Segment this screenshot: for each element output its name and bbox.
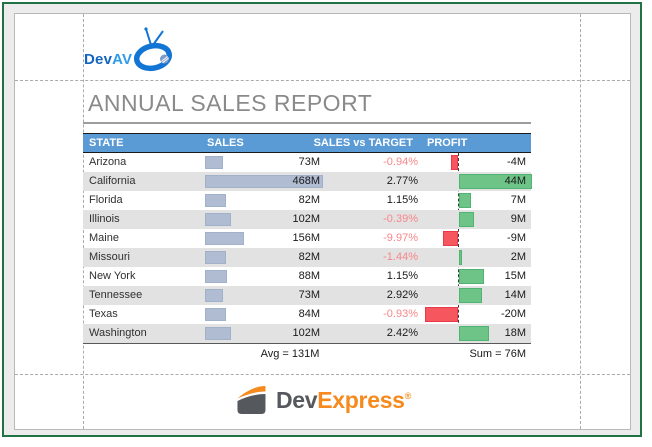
profit-value-cell: 9M	[510, 213, 526, 225]
devexpress-logo: DevExpress®	[234, 381, 411, 419]
sales-vs-target-cell: 1.15%	[386, 270, 418, 282]
sales-value-cell: 468M	[292, 175, 320, 187]
sales-vs-target-cell: 2.77%	[386, 175, 418, 187]
table-row: Maine 156M -9.97% -9M	[83, 229, 531, 248]
sales-vs-target-cell: -0.93%	[383, 308, 418, 320]
devexpress-wordmark: DevExpress®	[276, 387, 411, 414]
profit-value-cell: 2M	[510, 251, 526, 263]
column-header-state: STATE	[89, 137, 124, 149]
sales-data-bar	[205, 156, 223, 169]
table-header-row: STATE SALES SALES vs TARGET PROFIT	[83, 133, 531, 153]
sales-data-bar	[205, 232, 244, 245]
sales-data-bar	[205, 213, 231, 226]
profit-data-bar	[459, 250, 462, 265]
profit-data-bar	[459, 193, 471, 208]
table-row: Texas 84M -0.93% -20M	[83, 305, 531, 324]
sales-report-table: STATE SALES SALES vs TARGET PROFIT Arizo…	[83, 133, 532, 365]
sales-vs-target-cell: -9.97%	[383, 232, 418, 244]
profit-value-cell: 15M	[504, 270, 526, 282]
sales-vs-target-cell: 2.92%	[386, 289, 418, 301]
profit-data-bar	[425, 307, 458, 322]
sales-data-bar	[205, 194, 226, 207]
table-row: Washington 102M 2.42% 18M	[83, 324, 531, 343]
state-cell: Texas	[89, 308, 118, 320]
state-cell: Maine	[89, 232, 119, 244]
sales-value-cell: 73M	[298, 156, 320, 168]
sales-vs-target-cell: -0.94%	[383, 156, 418, 168]
sales-value-cell: 84M	[298, 308, 320, 320]
sales-data-bar	[205, 327, 231, 340]
column-header-sales: SALES	[207, 137, 244, 149]
table-row: Arizona 73M -0.94% -4M	[83, 153, 531, 172]
sales-vs-target-cell: -1.44%	[383, 251, 418, 263]
margin-guide-right	[580, 14, 581, 429]
profit-data-bar	[451, 155, 458, 170]
sales-vs-target-cell: 1.15%	[386, 194, 418, 206]
sales-vs-target-cell: 2.42%	[386, 327, 418, 339]
state-cell: Illinois	[89, 213, 120, 225]
profit-sum-label: Sum = 76M	[469, 348, 526, 360]
page-title: ANNUAL SALES REPORT	[88, 90, 373, 116]
devexpress-wordmark-suffix: Express	[317, 386, 405, 413]
profit-value-cell: 44M	[504, 175, 526, 187]
profit-data-bar	[459, 326, 489, 341]
profit-data-bar	[459, 212, 474, 227]
sales-value-cell: 73M	[298, 289, 320, 301]
sales-average-label: Avg = 131M	[260, 348, 320, 360]
state-cell: New York	[89, 270, 136, 282]
table-row: California 468M 2.77% 44M	[83, 172, 532, 191]
sales-vs-target-cell: -0.39%	[383, 213, 418, 225]
sales-data-bar	[205, 270, 227, 283]
state-cell: Arizona	[89, 156, 127, 168]
devav-wordmark-suffix: AV	[112, 51, 133, 68]
devexpress-wordmark-prefix: Dev	[275, 386, 318, 413]
sales-value-cell: 88M	[298, 270, 320, 282]
sales-data-bar	[205, 251, 226, 264]
table-row: Missouri 82M -1.44% 2M	[83, 248, 531, 267]
table-row: Florida 82M 1.15% 7M	[83, 191, 531, 210]
table-summary-row: Avg = 131M Sum = 76M	[83, 344, 531, 365]
sales-value-cell: 102M	[292, 327, 320, 339]
state-cell: California	[89, 175, 136, 187]
sales-data-bar	[205, 289, 223, 302]
column-header-sales-vs-target: SALES vs TARGET	[313, 137, 413, 149]
table-row: Tennessee 73M 2.92% 14M	[83, 286, 531, 305]
registered-trademark-icon: ®	[404, 390, 412, 401]
profit-data-bar	[459, 269, 484, 284]
devav-wordmark: DevAV	[84, 51, 132, 68]
profit-value-cell: 18M	[504, 327, 526, 339]
margin-guide-bottom	[15, 374, 630, 375]
margin-guide-top	[15, 80, 630, 81]
title-underline	[83, 122, 531, 124]
state-cell: Tennessee	[89, 289, 143, 301]
profit-value-cell: -20M	[500, 308, 526, 320]
profit-value-cell: 7M	[510, 194, 526, 206]
sales-value-cell: 156M	[292, 232, 320, 244]
preview-window-frame: DevAV ANNUAL SALES REPORT STATE SALES SA…	[2, 2, 642, 437]
sales-data-bar	[205, 308, 226, 321]
devav-logo: DevAV	[84, 24, 176, 74]
table-row: New York 88M 1.15% 15M	[83, 267, 531, 286]
devav-wordmark-prefix: Dev	[84, 51, 113, 68]
table-row: Illinois 102M -0.39% 9M	[83, 210, 531, 229]
profit-data-bar	[459, 288, 482, 303]
column-header-profit: PROFIT	[427, 137, 468, 149]
profit-value-cell: -9M	[507, 232, 526, 244]
profit-value-cell: 14M	[504, 289, 526, 301]
sales-value-cell: 82M	[298, 194, 320, 206]
state-cell: Florida	[89, 194, 123, 206]
devexpress-icon	[236, 386, 265, 414]
table-body: Arizona 73M -0.94% -4M California 468M 2…	[83, 153, 532, 344]
profit-value-cell: -4M	[507, 156, 526, 168]
state-cell: Washington	[89, 327, 147, 339]
profit-data-bar	[459, 174, 532, 189]
sales-value-cell: 82M	[298, 251, 320, 263]
devav-tv-icon	[134, 27, 173, 72]
sales-value-cell: 102M	[292, 213, 320, 225]
report-page: DevAV ANNUAL SALES REPORT STATE SALES SA…	[14, 13, 631, 430]
sales-data-bar	[205, 175, 323, 188]
profit-data-bar	[443, 231, 458, 246]
state-cell: Missouri	[89, 251, 130, 263]
